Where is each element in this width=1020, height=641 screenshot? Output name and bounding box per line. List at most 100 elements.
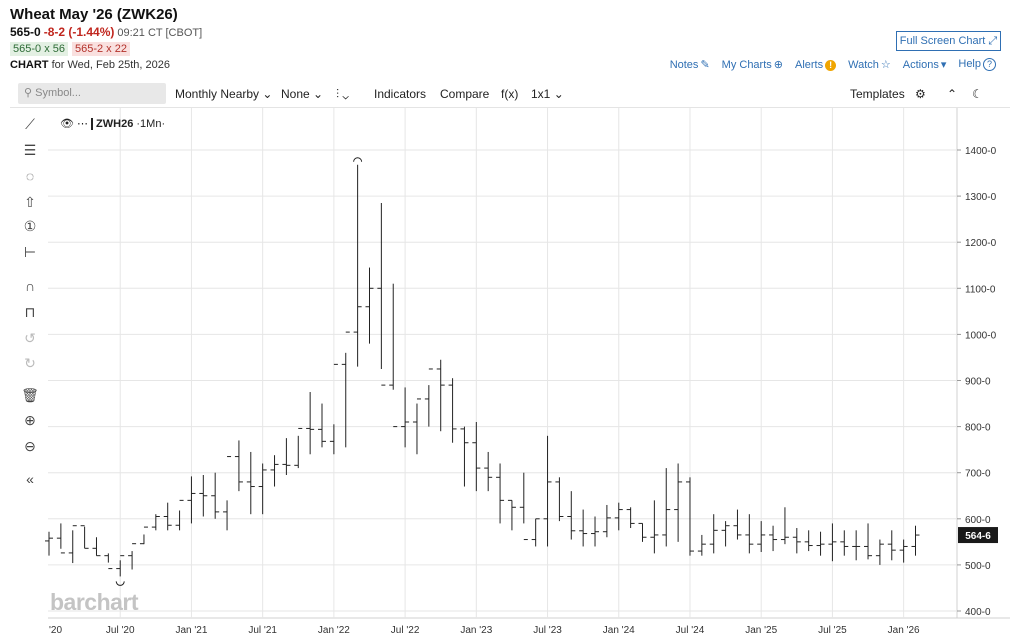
plus-circle-icon: ⊕	[773, 59, 783, 71]
last-price-tag	[958, 527, 998, 544]
actions-menu[interactable]: Actions ▾	[903, 58, 947, 71]
compare-button[interactable]: Compare	[440, 87, 490, 101]
price-change: -8-2 (-1.44%)	[43, 25, 115, 39]
help-icon: ?	[983, 58, 996, 71]
fx-button[interactable]: f(x)	[501, 87, 519, 101]
chevron-down-icon: ⌄	[313, 87, 324, 101]
trash-icon[interactable]: 🗑	[21, 387, 39, 403]
barchart-logo: barchart	[50, 589, 139, 615]
notes-label: Notes	[669, 59, 699, 71]
my-charts-label: My Charts	[721, 59, 772, 71]
x-tick-label: Jan '21	[175, 625, 207, 636]
redo-icon[interactable]: ↻	[24, 355, 36, 371]
caret-down-icon: ▾	[940, 59, 947, 71]
templates-button[interactable]: Templates	[850, 87, 905, 101]
layout-dropdown[interactable]: 1x1 ⌄	[531, 87, 564, 101]
x-tick-label: Jul '23	[533, 625, 562, 636]
layout-label: 1x1	[531, 87, 551, 101]
bar-type-dropdown[interactable]: ⫶ ⌄	[336, 87, 349, 102]
actions-label: Actions	[902, 59, 939, 71]
bid-badge: 565-0 x 56	[10, 42, 68, 56]
y-tick-label: 600-0	[965, 515, 991, 526]
lock-icon[interactable]: ⊓	[24, 304, 36, 320]
search-icon: ⚲	[24, 87, 33, 99]
help-label: Help	[958, 58, 981, 70]
dark-mode-icon[interactable]: ☾	[972, 87, 983, 101]
x-tick-label: Jul '24	[676, 625, 705, 636]
zoom-in-icon[interactable]: ⊕	[24, 412, 36, 428]
x-tick-label: Jan '24	[603, 625, 635, 636]
notes-link[interactable]: Notes ✎	[670, 58, 710, 71]
x-tick-label: Jul '22	[391, 625, 420, 636]
alert-icon: !	[825, 59, 837, 71]
chart-date-line: CHART for Wed, Feb 25th, 2026	[10, 59, 170, 71]
series-color-swatch	[91, 118, 94, 131]
full-screen-chart-button[interactable]: Full Screen Chart ⤢	[896, 31, 1001, 51]
quote-line: 565-0 -8-2 (-1.44%) 09:21 CT [CBOT]	[10, 25, 202, 39]
x-tick-label: Jan '26	[888, 625, 920, 636]
period-label: Monthly Nearby	[175, 87, 260, 101]
chart-label: CHART	[10, 59, 49, 71]
x-tick-label: Jul '20	[106, 625, 135, 636]
chart-legend: 👁 ⋯ ZWH26 ·1Mn·	[60, 118, 166, 131]
measure-icon[interactable]: ⊢	[23, 244, 37, 260]
chevron-down-icon: ⌄	[342, 87, 349, 101]
zoom-out-icon[interactable]: ⊖	[24, 438, 36, 454]
undo-icon[interactable]: ↺	[24, 330, 36, 346]
help-link[interactable]: Help?	[958, 58, 996, 71]
top-links: Notes ✎ My Charts ⊕ Alerts! Watch ☆ Actions…	[670, 58, 996, 71]
y-tick-label: 1000-0	[965, 330, 997, 341]
chart-toolbar: ⚲ Symbol... Monthly Nearby ⌄ None ⌄ ⫶ ⌄ …	[10, 82, 1010, 106]
chevron-down-icon: ⌄	[553, 87, 564, 101]
y-tick-label: 1400-0	[965, 146, 997, 157]
fib-tool-icon[interactable]: ☰	[23, 142, 37, 158]
line-tool-icon[interactable]: ⟋	[25, 116, 35, 132]
chevron-down-icon: ⌄	[262, 87, 273, 101]
last-price-label: 564-6	[965, 531, 991, 542]
contract-title: Wheat May '26 (ZWK26)	[10, 6, 178, 23]
legend-symbol: ZWH26	[96, 118, 134, 130]
my-charts-link[interactable]: My Charts ⊕	[722, 58, 783, 71]
collapse-up-icon[interactable]: ⌃	[947, 87, 958, 101]
alerts-label: Alerts	[795, 58, 824, 71]
x-tick-label: '20	[49, 625, 62, 636]
quote-header: Wheat May '26 (ZWK26) 565-0 -8-2 (-1.44%)…	[0, 0, 1020, 80]
arrow-tool-icon[interactable]: ⇧	[24, 194, 36, 210]
y-tick-label: 1200-0	[965, 238, 997, 249]
counter-icon[interactable]: ①	[23, 218, 37, 234]
low-marker	[115, 581, 125, 586]
magnet-icon[interactable]: ∩	[24, 278, 36, 294]
period-dropdown[interactable]: Monthly Nearby ⌄	[175, 87, 272, 101]
x-tick-label: Jul '25	[818, 625, 847, 636]
shape-tool-icon[interactable]: ◌	[25, 168, 35, 184]
legend-interval: 1Mn	[140, 118, 162, 130]
edit-icon: ✎	[700, 59, 710, 71]
symbol-search-input[interactable]: ⚲ Symbol...	[18, 83, 166, 104]
high-marker	[353, 157, 363, 162]
y-tick-label: 700-0	[965, 469, 991, 480]
star-icon: ☆	[880, 59, 891, 71]
x-tick-label: Jul '21	[248, 625, 277, 636]
indicators-button[interactable]: Indicators	[374, 87, 427, 101]
search-placeholder: Symbol...	[35, 87, 81, 99]
ask-badge: 565-2 x 22	[71, 42, 130, 56]
last-price: 565-0	[10, 25, 41, 39]
more-icon[interactable]: ⋯	[77, 118, 89, 130]
settings-gear-icon[interactable]: ⚙	[915, 87, 926, 101]
x-tick-label: Jan '23	[460, 625, 492, 636]
watch-link[interactable]: Watch ☆	[848, 58, 891, 71]
compare-mode-dropdown[interactable]: None ⌄	[281, 87, 323, 101]
y-tick-label: 400-0	[965, 607, 991, 618]
y-tick-label: 1300-0	[965, 192, 997, 203]
visibility-eye-icon[interactable]: 👁	[60, 118, 74, 130]
chart-date: for Wed, Feb 25th, 2026	[51, 59, 170, 71]
drawing-toolbar: ⟋ ☰ ◌ ⇧ ① ⊢ ∩ ⊓ ↺ ↻ 🗑 ⊕ ⊖ «	[10, 112, 48, 512]
y-tick-label: 900-0	[965, 377, 991, 388]
y-tick-label: 1100-0	[965, 284, 996, 295]
watch-label: Watch	[848, 59, 879, 71]
alerts-link[interactable]: Alerts!	[795, 58, 837, 71]
collapse-icon[interactable]: «	[26, 471, 34, 487]
x-tick-label: Jan '25	[745, 625, 777, 636]
y-tick-label: 500-0	[965, 561, 991, 572]
